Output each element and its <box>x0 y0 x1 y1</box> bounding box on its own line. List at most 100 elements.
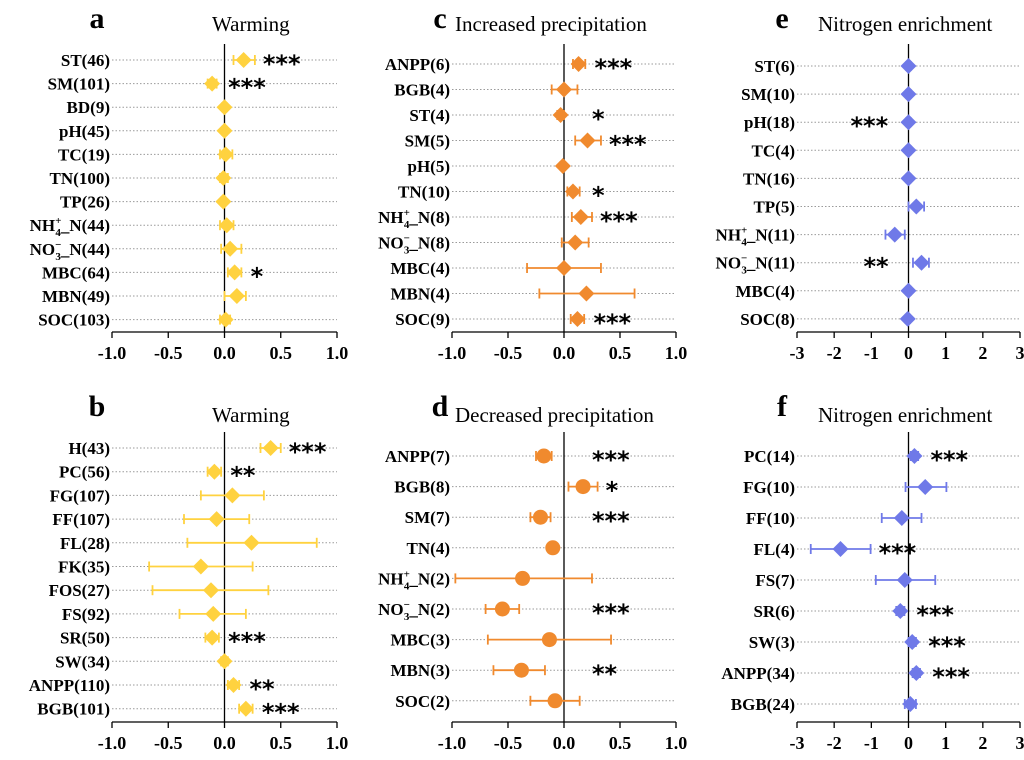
x-tick-label: 3 <box>1016 343 1024 363</box>
mean-marker <box>204 629 221 646</box>
panel-title: Increased precipitation <box>455 12 647 36</box>
row-label: MBN(3) <box>391 661 450 680</box>
mean-marker <box>900 114 917 131</box>
x-tick-label: -2 <box>827 733 842 753</box>
panel-letter: d <box>432 390 449 423</box>
data-row: FG(107) <box>50 486 265 505</box>
row-label: FL(28) <box>60 534 110 553</box>
mean-marker <box>206 463 223 480</box>
data-row: SM(7) *** <box>405 507 630 535</box>
row-label: FF(107) <box>52 510 110 529</box>
row-label: BGB(101) <box>37 700 110 719</box>
mean-marker <box>892 603 909 619</box>
significance-stars: *** <box>916 601 954 629</box>
significance-stars: *** <box>593 309 631 337</box>
row-label: MBN(49) <box>42 287 110 306</box>
significance-stars: *** <box>228 74 266 102</box>
panel-e: e Nitrogen enrichment -3 -2 -1 0 1 2 3 ST(6) SM(10… <box>716 2 1024 363</box>
data-row: MBC(64) * <box>42 262 264 290</box>
data-row: MBC(3) <box>391 631 612 650</box>
panel-c: c Increased precipitation -1.0 -0.5 0.0 0.5 1.… <box>378 2 687 363</box>
significance-stars: *** <box>592 507 630 535</box>
x-tick-label: 2 <box>978 343 987 363</box>
data-row: NH+ 4_N(8) *** <box>378 207 638 235</box>
data-row: NO− 3_N(11) ** <box>716 253 930 281</box>
row-label: FF(10) <box>746 509 795 528</box>
x-tick-label: -1 <box>864 343 879 363</box>
data-row: TC(19) <box>58 145 234 164</box>
x-tick-label: 0.5 <box>270 733 293 753</box>
mean-marker <box>902 696 919 712</box>
row-label: FS(7) <box>755 571 795 590</box>
significance-stars: ** <box>864 253 890 281</box>
mean-marker <box>208 511 225 528</box>
significance-stars: *** <box>595 54 633 82</box>
significance-stars: * <box>592 182 605 210</box>
significance-stars: *** <box>879 539 917 567</box>
x-tick-label: 1 <box>941 733 950 753</box>
x-tick-label: -0.5 <box>494 733 523 753</box>
row-label: pH(18) <box>744 113 795 132</box>
mean-marker <box>218 217 235 234</box>
data-row: ANPP(110) ** <box>29 675 275 703</box>
data-row: FL(28) <box>60 534 318 553</box>
row-label: ST(4) <box>409 106 450 125</box>
mean-marker <box>547 693 563 709</box>
mean-marker <box>554 158 571 174</box>
row-label: SOC(8) <box>740 310 795 329</box>
significance-stars: *** <box>928 632 966 660</box>
data-row: PC(14) *** <box>744 446 969 474</box>
x-tick-label: -0.5 <box>494 343 523 363</box>
x-tick-label: -1.0 <box>438 733 467 753</box>
data-row: TP(5) <box>753 198 926 217</box>
row-label: MBC(64) <box>42 263 110 282</box>
mean-marker <box>900 282 917 299</box>
data-row: ST(4) * <box>409 105 605 133</box>
data-row: FG(10) <box>743 478 948 497</box>
row-label: NO− 3_N(8) <box>378 233 450 257</box>
row-label: PC(56) <box>59 463 110 482</box>
data-row: ST(46) *** <box>61 50 301 78</box>
panel-letter: c <box>433 2 446 35</box>
data-row: BD(9) <box>67 98 233 117</box>
data-row: pH(5) <box>408 157 571 176</box>
data-row: SR(6) *** <box>753 601 954 629</box>
mean-marker <box>556 81 572 98</box>
mean-marker <box>896 572 913 588</box>
mean-marker <box>899 310 916 327</box>
mean-marker <box>237 700 254 717</box>
row-label: NH+ 4_N(2) <box>378 568 450 592</box>
row-label: MBC(4) <box>391 259 450 278</box>
row-label: FOS(27) <box>49 581 110 600</box>
mean-marker <box>572 209 589 225</box>
mean-marker <box>900 86 917 103</box>
x-tick-label: 1 <box>941 343 950 363</box>
row-label: MBC(4) <box>736 282 795 301</box>
mean-marker <box>904 634 921 650</box>
panel-letter: a <box>90 2 105 35</box>
row-label: FL(4) <box>753 540 795 559</box>
data-row: ANPP(34) *** <box>721 663 970 691</box>
mean-marker <box>552 107 569 123</box>
row-label: MBC(3) <box>391 631 450 650</box>
row-label: FG(10) <box>743 478 795 497</box>
mean-marker <box>224 487 241 504</box>
mean-marker <box>532 509 548 525</box>
data-row: SOC(103) <box>38 311 234 330</box>
data-row: FS(7) <box>755 571 937 590</box>
data-row: FS(92) <box>62 605 247 624</box>
significance-stars: *** <box>289 438 327 466</box>
data-row: TN(16) <box>743 169 917 188</box>
mean-marker <box>536 448 552 464</box>
row-label: TN(100) <box>50 169 110 188</box>
row-label: NH+ 4_N(8) <box>378 207 450 231</box>
mean-marker <box>203 582 219 599</box>
data-row: SOC(8) <box>740 310 916 329</box>
data-row: MBN(49) <box>42 287 247 306</box>
significance-stars: *** <box>609 131 647 159</box>
row-label: ANPP(7) <box>385 447 450 466</box>
mean-marker <box>222 240 239 257</box>
x-tick-label: 3 <box>1016 733 1024 753</box>
x-tick-label: 0.0 <box>213 343 236 363</box>
row-label: FG(107) <box>50 486 110 505</box>
